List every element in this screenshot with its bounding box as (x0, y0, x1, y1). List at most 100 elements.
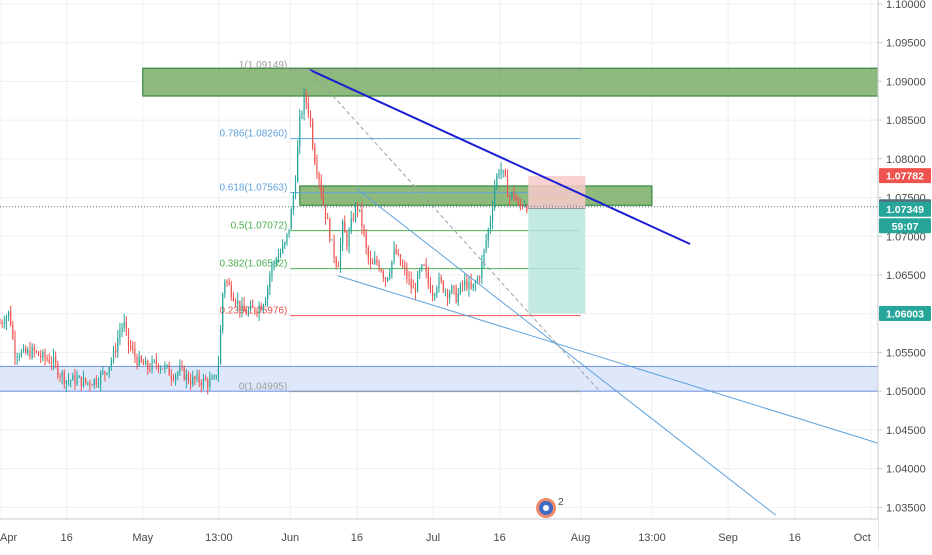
candle-body (526, 205, 528, 212)
x-tick-label: Oct (854, 532, 871, 544)
candle-body (42, 352, 44, 358)
candle-body (365, 233, 367, 248)
candle-body (222, 293, 224, 330)
candle-body (303, 92, 305, 114)
candle-body (226, 281, 228, 282)
candle-body (164, 365, 166, 370)
candle-body (196, 374, 198, 380)
candle-body (401, 264, 404, 267)
candle-body (12, 325, 14, 339)
candle-body (442, 281, 444, 292)
candle-body (421, 264, 423, 270)
candle-body (331, 239, 333, 241)
candle-body (483, 249, 485, 262)
price-tag-label: 1.07782 (886, 171, 924, 183)
candle-body (155, 360, 157, 365)
candle-body (130, 345, 132, 348)
candle-body (147, 361, 149, 370)
price-tag (879, 201, 931, 217)
candle-body (277, 256, 279, 263)
candle-body (40, 355, 42, 358)
candle-body (314, 147, 316, 164)
candle-body (61, 372, 63, 377)
x-tick-label: 16 (351, 532, 363, 544)
candle-body (476, 277, 479, 283)
candle-body (329, 219, 331, 241)
candle-body (279, 252, 282, 257)
candle-body (333, 239, 335, 258)
short-position-tool (528, 175, 586, 314)
candle-body (215, 375, 217, 378)
candle-body (324, 205, 327, 219)
candle-body (466, 280, 468, 289)
indicator-badge[interactable]: 2 (536, 497, 564, 518)
descending-trendline (308, 68, 691, 245)
candle-body (457, 293, 459, 303)
candle-body (108, 366, 110, 374)
candle-body (502, 169, 504, 171)
candle-body (367, 247, 369, 258)
candle-body (256, 312, 258, 314)
candle-body (89, 382, 91, 385)
y-tick-label: 1.05000 (886, 386, 926, 398)
candle-body (267, 287, 269, 300)
candle-body (138, 356, 140, 366)
candle-body (194, 376, 196, 380)
lower-demand-zone (0, 365, 881, 392)
candle-body (22, 347, 25, 352)
candle-body (59, 376, 61, 378)
x-axis-ticks: Apr 16 May 13:00 Jun 16 Jul 16 Aug 13:00 Sep 16 Oct (0, 532, 871, 544)
candle-body (350, 218, 352, 233)
x-tick-label: 13:00 (205, 532, 233, 544)
candle-body (322, 193, 324, 206)
y-tick-label: 1.10000 (886, 0, 926, 11)
candle-body (258, 305, 260, 314)
candle-body (273, 263, 275, 264)
channel-lower-line (337, 275, 881, 445)
candle-body (219, 329, 222, 365)
candle-body (294, 181, 297, 196)
candle-body (309, 113, 312, 122)
candle-body (189, 381, 192, 385)
candle-body (46, 358, 48, 360)
candle-body (149, 369, 151, 371)
candle-body (0, 323, 1, 324)
fib-level-label: 1(1.09149) (239, 60, 287, 71)
candle-body (100, 372, 102, 384)
candle-body (20, 351, 23, 357)
candle-body (427, 271, 429, 284)
candle-body (179, 367, 181, 373)
candle-body (335, 257, 337, 266)
candle-body (378, 262, 380, 270)
x-tick-label: 13:00 (638, 532, 666, 544)
candle-body (354, 204, 357, 220)
y-tick-label: 1.09000 (886, 76, 926, 88)
candle-body (97, 383, 100, 385)
candle-body (254, 308, 256, 313)
x-tick-label: May (132, 532, 153, 544)
candle-body (207, 380, 209, 387)
candle-body (50, 362, 52, 364)
candle-body (290, 210, 292, 230)
candle-body (318, 173, 320, 181)
candle-body (438, 277, 440, 289)
candle-body (198, 374, 200, 383)
candle-body (346, 232, 348, 247)
price-tag-label: 1.07349 (886, 204, 924, 216)
candle-body (10, 311, 12, 326)
fib-level-label: 0.786(1.08260) (219, 129, 287, 140)
candle-body (142, 361, 145, 365)
candle-body (1, 323, 3, 324)
candle-body (239, 300, 241, 311)
y-tick-label: 1.08000 (886, 154, 926, 166)
candle-body (504, 169, 506, 177)
candle-body (384, 277, 387, 281)
candle-body (93, 379, 95, 386)
candle-body (474, 282, 477, 284)
candle-body (412, 287, 414, 289)
candle-body (5, 316, 8, 324)
candle-body (110, 360, 112, 367)
